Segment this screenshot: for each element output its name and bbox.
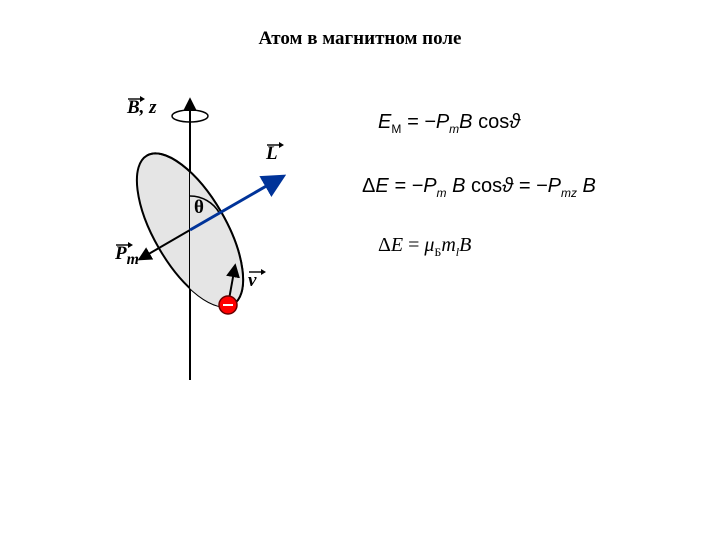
eq2-P: P: [423, 175, 436, 197]
equation-3: ΔE = μБmlB: [378, 234, 471, 260]
l-label: L: [266, 143, 278, 165]
v-text: v: [248, 270, 256, 291]
eq1-eq: = −: [401, 111, 435, 133]
physics-diagram: θ: [60, 80, 320, 400]
equation-1: EМ = −PmB cosϑ: [378, 111, 520, 136]
eq3-m: m: [441, 234, 455, 256]
slide-title: Атом в магнитном поле: [0, 28, 720, 50]
eq1-P: P: [436, 111, 449, 133]
bz-text: B, z: [127, 97, 157, 118]
slide-stage: Атом в магнитном поле: [0, 0, 720, 540]
eq2-Psub: m: [437, 186, 447, 200]
bz-label: B, z: [127, 97, 157, 119]
eq1-B: B: [459, 111, 472, 133]
eq2-E: E: [375, 175, 388, 197]
eq1-E: E: [378, 111, 391, 133]
eq2-cos: cos: [465, 175, 502, 197]
eq1-theta: ϑ: [509, 111, 520, 133]
eq3-delta: Δ: [378, 234, 391, 256]
theta-label-svg: θ: [194, 197, 204, 218]
eq2-theta: ϑ: [502, 175, 513, 197]
eq2-P2: P: [548, 175, 561, 197]
eq2-B2: B: [583, 175, 596, 197]
pm-label: Pm: [115, 243, 139, 269]
eq1-cos: cos: [473, 111, 510, 133]
eq2-eq: = −: [389, 175, 423, 197]
pm-sub: m: [127, 251, 139, 268]
eq3-eq: =: [403, 234, 424, 256]
eq3-B: B: [459, 234, 471, 256]
orbit-front: [190, 80, 320, 400]
equation-2: ΔE = −Pm B cosϑ = −Pmz B: [362, 175, 596, 200]
eq2-eq2: = −: [513, 175, 547, 197]
eq1-Esub: М: [391, 122, 401, 136]
eq3-mu: μ: [424, 234, 434, 256]
eq2-B: B: [452, 175, 465, 197]
v-label: v: [248, 270, 256, 292]
l-text: L: [266, 143, 278, 164]
eq3-E: E: [391, 234, 403, 256]
eq1-Psub: m: [449, 122, 459, 136]
eq2-P2sub: m: [561, 186, 571, 200]
eq2-delta: Δ: [362, 175, 375, 197]
pm-text: P: [115, 243, 127, 264]
